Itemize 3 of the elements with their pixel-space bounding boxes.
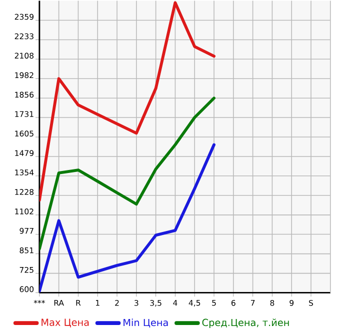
legend-label: Max Цена <box>42 318 89 328</box>
legend-label: Сред.Цена, т.йен <box>202 318 289 328</box>
legend-label: Min Цена <box>124 318 168 328</box>
